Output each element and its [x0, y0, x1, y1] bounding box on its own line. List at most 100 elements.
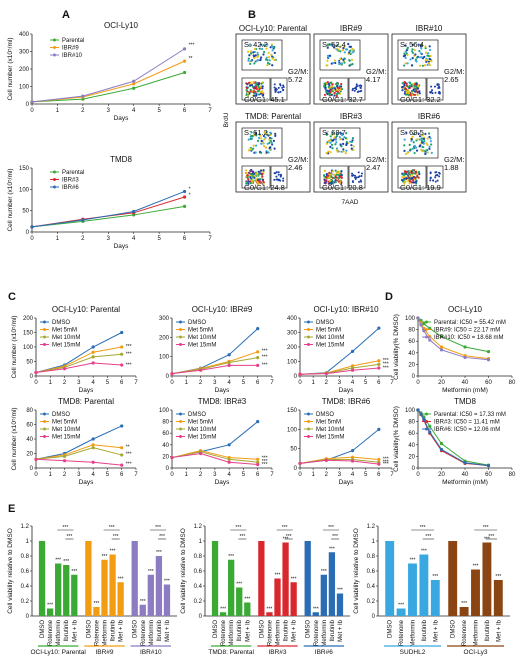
flow-event: [407, 177, 410, 180]
flow-event: [253, 92, 256, 95]
bracket-significance: ***: [420, 525, 426, 531]
gate-g2m: [270, 77, 288, 101]
flow-event: [406, 46, 409, 49]
flow-event: [324, 87, 327, 90]
flow-event: [428, 147, 431, 150]
flow-event: [345, 149, 348, 152]
y-tick-label: 100: [287, 360, 298, 366]
data-point: [182, 204, 187, 208]
significance-mark: ***: [262, 355, 268, 361]
flow-event: [326, 43, 329, 47]
flow-title: OCI-Ly10: Parental: [239, 24, 307, 33]
legend-marker: [43, 328, 46, 331]
flow-event: [412, 179, 415, 182]
flow-event: [415, 182, 418, 185]
flow-event: [407, 179, 410, 183]
flow-event: [258, 47, 261, 50]
chart-a2: TMD8 0 50 100 150 Cell number (x10⁵/ml) 0 1 2 3 4 5…: [7, 155, 212, 250]
legend-entry: DMSO: [52, 320, 70, 326]
y-axis-label: Cell number (x10⁵/ml): [11, 407, 18, 470]
x-tick-label: 5: [242, 380, 246, 386]
data-point: [182, 47, 187, 51]
y-axis-label: Cell number (x10⁵/ml): [11, 315, 18, 378]
significance-mark: ***: [126, 351, 132, 357]
flow-event: [329, 151, 332, 154]
x-tick-label: 5: [364, 380, 368, 386]
flow-event: [403, 54, 407, 57]
flow-event: [420, 139, 423, 142]
flow-event: [327, 85, 330, 88]
legend-entry: Met 10mM: [52, 427, 80, 433]
data-point: [182, 59, 187, 63]
flow-event: [411, 135, 414, 138]
flow-event: [328, 89, 331, 92]
y-tick-label: 400: [19, 32, 30, 38]
chart-c5: TMD8: IBR#3 0 20 40 60 80 100 0 1 2 3 4 5 6 7 Days DMSO M…: [159, 397, 274, 486]
flow-event: [415, 173, 419, 176]
flow-event: [351, 89, 354, 92]
legend-entry: IBR#10: IC50 = 18.68 mM: [434, 335, 504, 341]
bar-significance: ***: [63, 559, 69, 565]
data-point: [91, 460, 95, 464]
flow-event: [252, 86, 255, 90]
flow-event: [421, 133, 425, 137]
bar: [385, 541, 395, 616]
flow-event: [418, 92, 421, 95]
flow-event: [433, 85, 436, 88]
legend-marker: [307, 427, 310, 431]
flow-event: [408, 174, 411, 178]
flow-g2m-value: 2.47: [366, 163, 381, 172]
flow-g2m-label: G2/M:: [366, 67, 386, 76]
chart-title: OCI-Ly10: IBR#9: [192, 305, 253, 314]
flow-event: [249, 137, 252, 141]
flow-event: [246, 91, 249, 95]
y-axis-label: Cell viability(% DMSO): [393, 406, 400, 472]
y-tick-label: 80: [408, 328, 415, 334]
flow-event: [326, 59, 329, 62]
flow-s-value: S: 52.4: [322, 40, 346, 49]
bar: [312, 612, 319, 616]
flow-event: [252, 51, 255, 54]
x-tick-label: 0: [34, 380, 38, 386]
flow-event: [263, 138, 266, 141]
flow-event: [414, 171, 418, 174]
flow-event: [268, 141, 271, 144]
flow-event: [408, 182, 411, 185]
bar: [396, 608, 406, 616]
legend-entry: Met 15mM: [52, 435, 80, 441]
category-label: Rotenone: [48, 619, 54, 646]
category-label: Metformin: [103, 620, 109, 647]
bar-significance: ***: [329, 546, 335, 552]
x-tick-label: 6: [120, 380, 124, 386]
flow-event: [335, 94, 338, 98]
x-tick-label: 1: [311, 472, 315, 478]
bar: [459, 607, 469, 616]
data-point: [91, 443, 95, 447]
legend-marker: [43, 343, 46, 346]
y-axis-label: Cell viability relative to DMSO: [353, 528, 360, 614]
gate-g0g1: [319, 165, 349, 189]
legend-marker: [43, 427, 46, 431]
chart-c6: TMD8: IBR#6 0 50 100 150 0 1 2 3 4 5 6 7 Days DMSO Met …: [287, 397, 394, 486]
flow-event: [270, 142, 274, 145]
flow-title: IBR#9: [340, 24, 363, 33]
flow-event: [331, 139, 334, 142]
flow-event: [256, 51, 259, 54]
flow-event: [351, 63, 354, 66]
group-label: OCI-Ly3: [464, 649, 488, 656]
flow-event: [418, 56, 422, 59]
flow-event: [336, 43, 339, 47]
flow-event: [406, 53, 409, 57]
bar-significance: ***: [275, 573, 281, 579]
y-axis-label: Cell number (x10⁵/ml): [7, 37, 14, 100]
category-label: DMSO: [306, 620, 312, 638]
flow-event: [260, 181, 263, 184]
flow-event: [329, 93, 332, 96]
flow-event: [360, 89, 363, 92]
bar-significance: ***: [495, 574, 501, 580]
gate-g2m: [348, 165, 366, 189]
flow-event: [249, 90, 253, 93]
data-point: [256, 457, 260, 461]
data-point: [91, 361, 95, 365]
